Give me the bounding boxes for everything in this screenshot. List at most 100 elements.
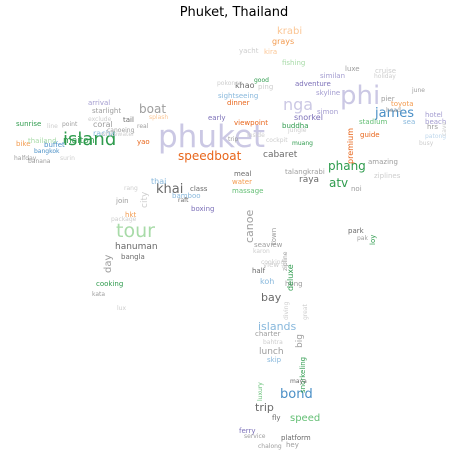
- word-seaview: seaview: [254, 241, 283, 249]
- word-phang: phang: [328, 159, 366, 173]
- word-hotel: hotel: [425, 111, 443, 119]
- word-viewpoint: viewpoint: [234, 119, 268, 127]
- word-bond: bond: [280, 387, 313, 402]
- word-chalong: chalong: [258, 443, 282, 450]
- word-kata: kata: [92, 291, 106, 298]
- word-cockpit: cockpit: [266, 137, 288, 144]
- word-busy: busy: [419, 140, 434, 147]
- word-meal: meal: [234, 170, 252, 178]
- word-karon: karon: [253, 248, 270, 255]
- word-splash: splash: [149, 114, 169, 121]
- word-pak: pak: [357, 235, 368, 242]
- word-trip-small: trip: [228, 136, 239, 143]
- word-buffet: buffet: [44, 141, 65, 149]
- word-service: service: [244, 433, 266, 440]
- word-hanuman: hanuman: [115, 242, 158, 252]
- page-title: Phuket, Thailand: [179, 5, 289, 20]
- word-adventure: adventure: [295, 80, 331, 88]
- word-speed: speed: [290, 413, 321, 424]
- word-bamboo: bamboo: [172, 192, 201, 200]
- word-view: view: [263, 261, 280, 269]
- word-half: half: [252, 267, 266, 275]
- word-ping: ping: [258, 83, 274, 91]
- word-luxe: luxe: [345, 65, 360, 73]
- word-phuket: phuket: [158, 119, 266, 155]
- word-thai: thai: [151, 177, 167, 186]
- word-raya: raya: [299, 175, 320, 185]
- word-banana: banana: [28, 158, 51, 165]
- word-premium: premium: [346, 127, 355, 164]
- word-patong: patong: [425, 133, 447, 140]
- word-tour: tour: [116, 220, 155, 242]
- word-dinner: dinner: [227, 99, 250, 107]
- word-bangkok: bangkok: [34, 148, 60, 155]
- word-kira: kira: [264, 48, 278, 56]
- word-city: city: [140, 191, 150, 208]
- word-boat: boat: [139, 102, 167, 116]
- word-krabi: krabi: [277, 26, 303, 37]
- word-beach: beach: [425, 118, 447, 126]
- word-luxury: luxury: [257, 381, 264, 401]
- word-sunrise: sunrise: [16, 120, 42, 128]
- word-maya: maya: [290, 378, 307, 385]
- word-atv: atv: [329, 176, 349, 190]
- word-cooking: cooking: [96, 280, 124, 288]
- word-cave: cave: [441, 122, 448, 137]
- word-cooking-v: cooking: [261, 259, 285, 266]
- word-noi: noi: [351, 185, 362, 193]
- word-park: park: [348, 227, 364, 235]
- word-arrival: arrival: [88, 99, 111, 107]
- word-pier: pier: [381, 95, 395, 103]
- word-racha: racha: [93, 129, 116, 138]
- word-sightseeing: sightseeing: [218, 92, 259, 100]
- word-bike: bike: [16, 140, 31, 148]
- word-speedboat: speedboat: [178, 149, 242, 163]
- word-diving: diving: [283, 301, 290, 320]
- word-canoeing: canoeing: [107, 127, 135, 134]
- word-simon: simon: [317, 108, 339, 116]
- word-stadium: stadium: [359, 118, 388, 126]
- word-surin: surin: [60, 155, 75, 162]
- word-island: island: [63, 129, 117, 150]
- word-lunch: lunch: [259, 347, 284, 357]
- word-sea: sea: [403, 118, 416, 126]
- word-boxing: boxing: [191, 205, 215, 213]
- word-james: james: [375, 106, 415, 121]
- word-hkt: hkt: [125, 211, 137, 219]
- word-buddha: buddha: [282, 122, 309, 130]
- word-nga: nga: [283, 95, 314, 114]
- word-tail: tail: [123, 116, 134, 124]
- word-real: real: [137, 123, 149, 130]
- word-lux: lux: [117, 305, 127, 312]
- word-holiday: holiday: [374, 73, 396, 80]
- word-trip: trip: [255, 401, 274, 414]
- word-similan: similan: [320, 72, 346, 80]
- word-grays: grays: [272, 37, 295, 46]
- word-jungle: jungle: [288, 127, 307, 134]
- word-amazing: amazing: [368, 158, 398, 166]
- word-hey: hey: [286, 441, 299, 449]
- word-snorkel: snorkel: [294, 113, 323, 122]
- word-skyline: skyline: [316, 89, 341, 97]
- word-bahtra: bahtra: [263, 339, 283, 346]
- word-yacht: yacht: [239, 47, 259, 55]
- word-thailand: thailand: [28, 137, 57, 145]
- word-town: town: [270, 227, 278, 245]
- word-fly: fly: [272, 414, 281, 422]
- word-big: big: [295, 334, 305, 349]
- word-fishing: fishing: [282, 59, 306, 67]
- word-platform: platform: [281, 434, 311, 442]
- word-day: day: [103, 254, 114, 273]
- word-class: class: [190, 185, 208, 193]
- word-package: package: [111, 216, 137, 223]
- word-guide: guide: [360, 131, 380, 139]
- word-khao: khao: [235, 81, 255, 90]
- word-maiton: maiton: [63, 136, 95, 146]
- word-hong: hong: [285, 280, 303, 288]
- word-head: head: [386, 107, 401, 114]
- word-canoe: canoe: [243, 209, 256, 243]
- word-snorkeling: snorkeling: [299, 356, 307, 393]
- word-line: line: [47, 123, 58, 130]
- word-islands: islands: [258, 320, 297, 333]
